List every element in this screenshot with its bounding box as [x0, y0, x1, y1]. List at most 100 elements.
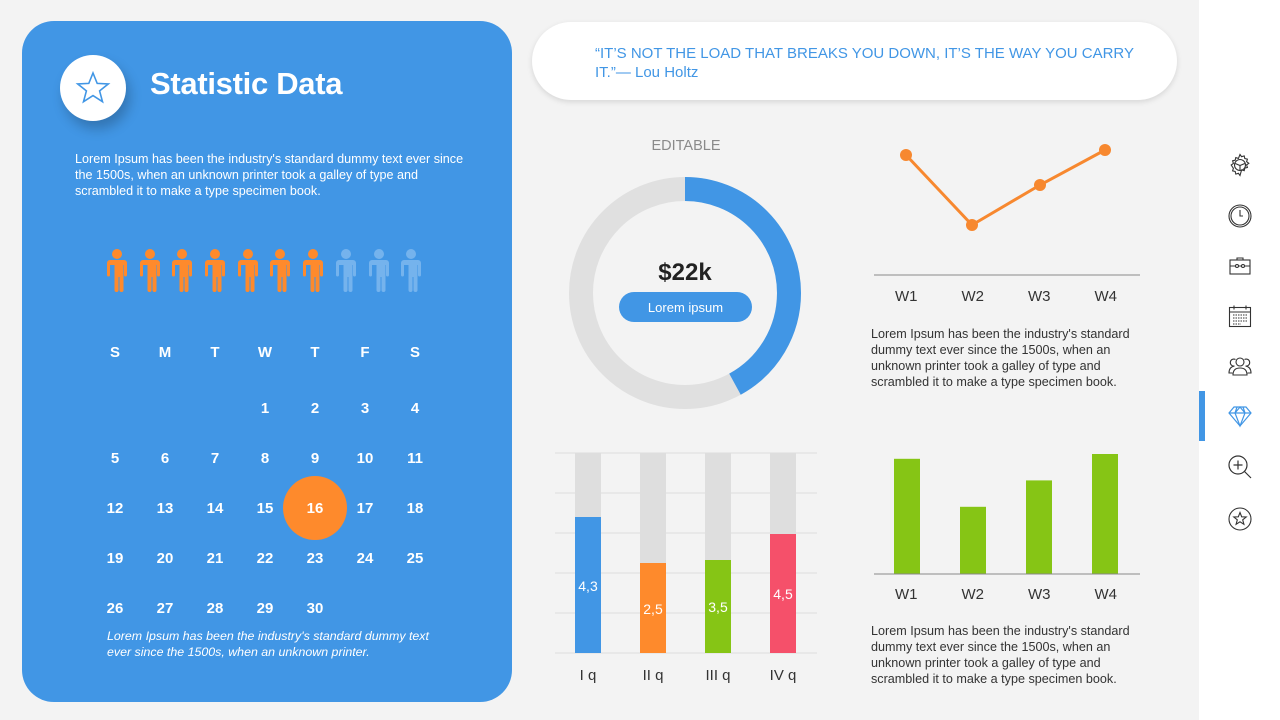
person-icon — [303, 249, 324, 292]
sidebar-item-favorites[interactable] — [1199, 494, 1280, 544]
weekly-bar-x-labels: W1 W2 W3 W4 — [873, 586, 1139, 603]
bar — [640, 563, 666, 653]
person-icon — [335, 249, 356, 292]
quarterly-bar-chart: 4,3 I q 2,5 II q 3,5 III q 4,5 IV q — [555, 452, 817, 684]
sidebar-item-briefcase[interactable] — [1199, 241, 1280, 291]
calendar-day[interactable]: 10 — [356, 449, 374, 467]
zoom-in-icon — [1227, 455, 1251, 479]
data-point — [900, 149, 912, 161]
line-chart-x-labels: W1 W2 W3 W4 — [873, 288, 1139, 305]
calendar-day[interactable]: 25 — [406, 549, 424, 567]
sidebar-item-settings[interactable] — [1199, 140, 1280, 190]
quote-box: “IT’S NOT THE LOAD THAT BREAKS YOU DOWN,… — [532, 22, 1177, 100]
calendar-day[interactable]: 27 — [156, 599, 174, 617]
calendar-day[interactable]: 4 — [410, 399, 420, 417]
people-infographic — [104, 248, 424, 292]
weekday-label: M — [158, 343, 172, 361]
calendar-day[interactable]: 15 — [256, 499, 274, 517]
sidebar-item-diamond[interactable] — [1199, 391, 1280, 441]
calendar-day[interactable]: 12 — [106, 499, 124, 517]
calendar-day[interactable]: 6 — [160, 449, 170, 467]
donut-value: $22k — [658, 259, 712, 286]
x-tick-label: W4 — [1094, 288, 1118, 305]
weekly-bar-description: Lorem Ipsum has been the industry's stan… — [871, 624, 1130, 686]
bar — [1026, 480, 1052, 574]
bar — [705, 560, 731, 653]
calendar-day[interactable]: 21 — [206, 549, 224, 567]
bar-value-label: 2,5 — [643, 601, 663, 617]
donut-title: EDITABLE — [651, 138, 721, 154]
x-tick-label: W3 — [1028, 586, 1051, 603]
donut-value-arc — [569, 177, 801, 409]
weekday-label: W — [257, 343, 273, 361]
sidebar-item-clock[interactable] — [1199, 191, 1280, 241]
x-tick-label: II q — [643, 667, 664, 684]
calendar-day[interactable]: 2 — [310, 399, 320, 417]
calendar-day[interactable]: 17 — [356, 499, 374, 517]
intro-text: Lorem Ipsum has been the industry's stan… — [75, 152, 464, 198]
calendar-day[interactable]: 24 — [356, 549, 374, 567]
clock-icon — [1227, 204, 1252, 228]
person-icon — [205, 249, 226, 292]
calendar-day[interactable]: 20 — [156, 549, 174, 567]
calendar-day-selected[interactable]: 16 — [283, 476, 347, 540]
calendar-days: 1 2 3 4 5 6 7 8 9 10 11 12 13 14 15 16 17 18 19 20 21 22 23 24 2… — [90, 383, 440, 633]
donut-chart — [569, 177, 801, 409]
calendar-icon — [1228, 305, 1251, 328]
person-icon — [172, 249, 193, 292]
calendar-empty-cell — [90, 383, 140, 433]
bar — [575, 517, 601, 653]
donut-pill-button[interactable]: Lorem ipsum — [619, 292, 752, 322]
calendar-day[interactable]: 28 — [206, 599, 224, 617]
calendar-day[interactable]: 3 — [360, 399, 370, 417]
calendar-day[interactable]: 7 — [210, 449, 220, 467]
person-icon — [270, 249, 291, 292]
person-icon — [139, 249, 160, 292]
calendar-day[interactable]: 19 — [106, 549, 124, 567]
calendar-day[interactable]: 14 — [206, 499, 224, 517]
person-icon — [401, 249, 422, 292]
calendar-day[interactable]: 1 — [260, 399, 270, 417]
data-point — [1099, 144, 1111, 156]
briefcase-icon — [1228, 257, 1251, 275]
weekday-label: T — [210, 343, 220, 361]
right-sidebar — [1199, 0, 1280, 720]
weekday-label: T — [310, 343, 320, 361]
users-icon — [1227, 357, 1252, 376]
calendar-day[interactable]: 9 — [310, 449, 320, 467]
weekday-label: F — [360, 343, 370, 361]
calendar-day[interactable]: 30 — [306, 599, 324, 617]
calendar-day[interactable]: 22 — [256, 549, 274, 567]
x-tick-label: I q — [580, 667, 597, 684]
x-tick-label: W2 — [961, 586, 985, 603]
sidebar-item-users[interactable] — [1199, 341, 1280, 391]
calendar-day[interactable]: 29 — [256, 599, 274, 617]
calendar-day[interactable]: 8 — [260, 449, 270, 467]
steering-gear-icon — [1229, 153, 1250, 177]
calendar-day[interactable]: 23 — [306, 549, 324, 567]
calendar-day[interactable]: 5 — [110, 449, 120, 467]
calendar-empty-cell — [190, 383, 240, 433]
weekday-label: S — [409, 343, 420, 361]
bar — [1092, 454, 1118, 574]
line-series — [904, 148, 1106, 227]
calendar-day[interactable]: 26 — [106, 599, 124, 617]
x-tick-label: W1 — [895, 586, 918, 603]
sidebar-item-zoom[interactable] — [1199, 442, 1280, 492]
data-point — [1034, 179, 1046, 191]
person-icon — [237, 249, 258, 292]
calendar-day[interactable]: 13 — [156, 499, 174, 517]
calendar-day[interactable]: 18 — [406, 499, 424, 517]
x-tick-label: W4 — [1094, 586, 1118, 603]
bar-value-label: 4,5 — [773, 586, 793, 602]
statistic-card — [22, 21, 512, 702]
person-icon — [368, 249, 389, 292]
calendar-day[interactable]: 11 — [407, 449, 423, 467]
star-icon — [75, 70, 111, 104]
x-tick-label: W1 — [895, 288, 918, 305]
diamond-icon — [1227, 406, 1252, 428]
page-title: Statistic Data — [150, 66, 343, 101]
sidebar-item-calendar[interactable] — [1199, 291, 1280, 341]
